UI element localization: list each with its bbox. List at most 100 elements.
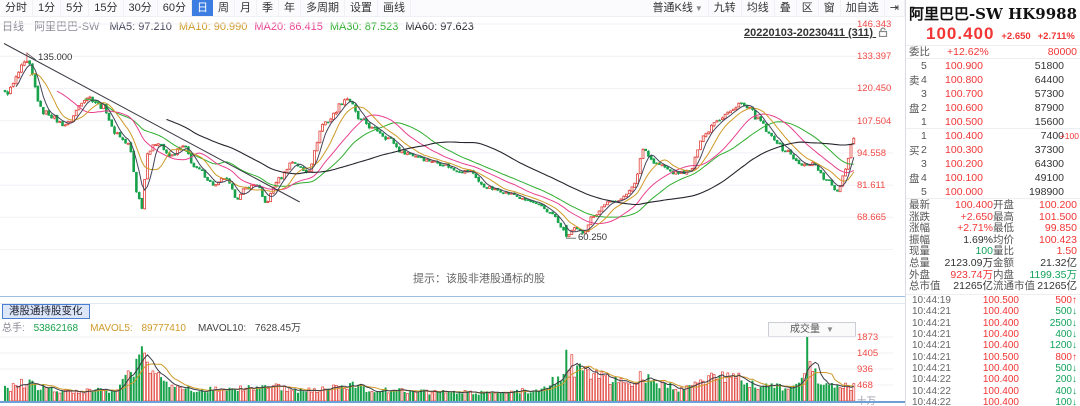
stat-row: 振幅 1.69% 均价 100.423 <box>909 233 1077 246</box>
tool-叠[interactable]: 叠 <box>775 0 797 16</box>
price-change: +2.650 <box>1001 31 1031 42</box>
period-tab-30分[interactable]: 30分 <box>124 0 158 16</box>
price-axis-label: 94.558 <box>857 148 887 159</box>
price-axis-label: 133.397 <box>857 51 892 62</box>
weibi-value: +12.62% <box>947 46 989 58</box>
period-tab-日[interactable]: 日 <box>192 0 213 16</box>
tool-⇥[interactable]: ⇥ <box>885 0 905 16</box>
toolbar-left: 分时 1分 5分 15分 30分 60分日周月季年多周期 设置 画线 <box>0 0 411 16</box>
last-price: 100.400 <box>926 24 995 43</box>
volume-axis-label: 1873 <box>857 332 879 343</box>
price-axis-label: 81.611 <box>857 180 886 191</box>
tool-均线[interactable]: 均线 <box>742 0 775 16</box>
ask-level-5[interactable]: 5 100.900 51800 <box>921 60 1064 72</box>
price-axis-label: 107.504 <box>857 116 892 127</box>
ask-level-2[interactable]: 2 100.600 87900 <box>921 102 1064 114</box>
stat-row: 总市值 21265亿 流通市值 21265亿 <box>909 280 1077 293</box>
top-toolbar: 分时 1分 5分 15分 30分 60分日周月季年多周期 设置 画线 普通K线 ▼ 九转 均线叠区窗… <box>0 0 905 17</box>
volume-legend-item: MAVOL5: 89777410 <box>90 323 186 334</box>
bid-level-1[interactable]: 1 100.400 7400 +100 <box>921 130 1079 142</box>
tick-row: 10:44:21 100.500 800↑ <box>912 351 1077 363</box>
weibi-label: 委比 <box>909 46 930 58</box>
volume-legend-item: MAVOL10: 7628.45万 <box>197 323 302 334</box>
ask-side-label: 卖盘 <box>909 75 920 115</box>
vol-delta: +100 <box>1059 131 1079 141</box>
tick-list: 10:44:19 100.500 500↑ 10:44:21 100.400 500↓ 10… <box>906 293 1080 406</box>
tick-row: 10:44:21 100.400 500↓ <box>912 363 1077 375</box>
tab-hk-connect-holdings[interactable]: 港股通持股变化 <box>2 304 90 319</box>
ask-level-3[interactable]: 3 100.700 57300 <box>921 88 1064 100</box>
bid-side-label: 买盘 <box>909 145 920 185</box>
toolbar-right: 普通K线 ▼ 九转 均线叠区窗加自选 ⇥ <box>648 0 905 16</box>
period-tab-周[interactable]: 周 <box>213 0 235 16</box>
tick-row: 10:44:22 100.400 400↓ <box>912 385 1077 397</box>
ask-level-4[interactable]: 4 100.800 64400 <box>921 74 1064 86</box>
tick-row: 10:44:21 100.400 1200↓ <box>912 340 1077 352</box>
volume-unit-label: 十万 <box>857 393 901 406</box>
bid-level-2[interactable]: 2 100.300 37300 <box>921 144 1064 156</box>
lock-icon <box>879 27 888 38</box>
tool-窗[interactable]: 窗 <box>819 0 841 16</box>
quote-panel: 阿里巴巴-SW HK9988 100.400 +2.650 +2.711% 委比… <box>905 0 1080 406</box>
period-tab-季[interactable]: 季 <box>257 0 279 16</box>
period-tab-设置[interactable]: 设置 <box>345 0 378 16</box>
volume-indicator-label: 成交量 <box>790 324 821 335</box>
stat-row: 现量 100 量比 1.50 <box>909 245 1077 258</box>
tool-区[interactable]: 区 <box>797 0 819 16</box>
tick-row: 10:44:21 100.400 2500↓ <box>912 317 1077 329</box>
low-point-label: 60.250 <box>578 232 608 243</box>
period-tab-5分[interactable]: 5分 <box>61 0 90 16</box>
main-candlestick-chart[interactable] <box>0 20 905 297</box>
weibi-row: 委比 +12.62% 80000 <box>906 45 1080 58</box>
period-tab-1分[interactable]: 1分 <box>33 0 62 16</box>
pane-divider <box>0 303 905 304</box>
volume-axis-label: 936 <box>857 364 873 375</box>
bid-level-4[interactable]: 4 100.100 49100 <box>921 172 1064 184</box>
stats-block: 最新 100.400 开盘 100.200 涨跌 +2.650 最高 101.500 涨幅 +2.… <box>906 198 1080 293</box>
toolbar-spacer <box>411 0 648 16</box>
tool-九转[interactable]: 九转 <box>709 0 742 16</box>
stat-row: 外盘 923.74万 内盘 1199.35万 <box>909 268 1077 281</box>
bid-level-5[interactable]: 5 100.000 198900 <box>921 186 1064 198</box>
volume-axis-label: 1405 <box>857 348 879 359</box>
tool-普通K线[interactable]: 普通K线 ▼ <box>648 0 709 16</box>
stat-row: 总量 2123.09万 金额 21.32亿 <box>909 256 1077 269</box>
period-tab-多周期[interactable]: 多周期 <box>301 0 345 16</box>
tick-row: 10:44:21 100.400 400↓ <box>912 328 1077 340</box>
price-axis-label: 120.450 <box>857 83 892 94</box>
price-change-pct: +2.711% <box>1037 31 1075 42</box>
period-tab-年[interactable]: 年 <box>279 0 301 16</box>
weibi-diff: 80000 <box>1047 46 1077 58</box>
stat-row: 涨幅 +2.71% 最低 99.850 <box>909 222 1077 235</box>
bid-level-3[interactable]: 3 100.200 64300 <box>921 158 1064 170</box>
period-tab-60分[interactable]: 60分 <box>158 0 192 16</box>
bottom-axis-line <box>0 401 905 403</box>
high-point-label: 135.000 <box>38 52 73 63</box>
period-tab-分时[interactable]: 分时 <box>0 0 33 16</box>
period-tab-月[interactable]: 月 <box>235 0 257 16</box>
price-row: 100.400 +2.650 +2.711% <box>906 24 1080 45</box>
ask-level-1[interactable]: 1 100.500 15600 <box>921 116 1064 128</box>
stat-row: 涨跌 +2.650 最高 101.500 <box>909 210 1077 223</box>
tool-加自选[interactable]: 加自选 <box>841 0 885 16</box>
price-axis-label: 68.665 <box>857 212 887 223</box>
period-tab-15分[interactable]: 15分 <box>89 0 124 16</box>
date-range-label[interactable]: 20220103-20230411 (311) <box>744 27 888 39</box>
tick-row: 10:44:22 100.400 200↓ <box>912 374 1077 386</box>
period-tab-画线[interactable]: 画线 <box>378 0 411 16</box>
buy-order-book: 买盘 1 100.400 7400 +100 2 100.300 37300 3 100.200 6… <box>906 128 1080 198</box>
stock-title: 阿里巴巴-SW HK9988 <box>908 5 1078 23</box>
stock-hint-text: 提示：该股非港股通标的股 <box>413 273 545 285</box>
volume-chart[interactable] <box>0 331 905 403</box>
tick-row: 10:44:22 100.400 100↓ <box>912 397 1077 406</box>
chevron-down-icon: ▼ <box>694 4 703 13</box>
sell-order-book: 卖盘 5 100.900 51800 4 100.800 64400 3 100.700 5730… <box>906 58 1080 128</box>
tick-row: 10:44:19 100.500 500↑ <box>912 294 1077 306</box>
chevron-down-icon: ▼ <box>826 325 834 334</box>
volume-axis-label: 468 <box>857 380 873 391</box>
volume-legend: 总手: 53862168 MAVOL5: 89777410 MAVOL10: 762… <box>2 319 313 334</box>
price-axis-label: 146.343 <box>857 19 892 30</box>
date-range-text: 20220103-20230411 (311) <box>744 27 874 39</box>
volume-legend-item: 总手: 53862168 <box>2 323 79 334</box>
